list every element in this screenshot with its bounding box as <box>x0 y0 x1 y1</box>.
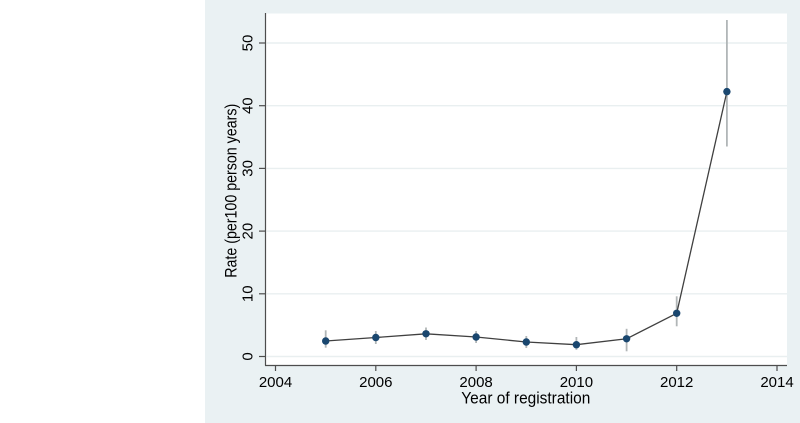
svg-text:2010: 2010 <box>560 374 593 391</box>
svg-text:0: 0 <box>240 352 257 360</box>
svg-text:2014: 2014 <box>760 374 793 391</box>
svg-text:40: 40 <box>240 97 257 114</box>
svg-text:10: 10 <box>240 285 257 302</box>
svg-text:30: 30 <box>240 160 257 177</box>
svg-text:2004: 2004 <box>259 374 292 391</box>
svg-text:50: 50 <box>240 35 257 52</box>
svg-text:20: 20 <box>240 223 257 240</box>
svg-text:2012: 2012 <box>660 374 693 391</box>
svg-text:Year of registration: Year of registration <box>461 390 590 408</box>
svg-text:2008: 2008 <box>459 374 492 391</box>
svg-text:Rate (per100 person years): Rate (per100 person years) <box>223 104 241 278</box>
svg-text:2006: 2006 <box>359 374 392 391</box>
